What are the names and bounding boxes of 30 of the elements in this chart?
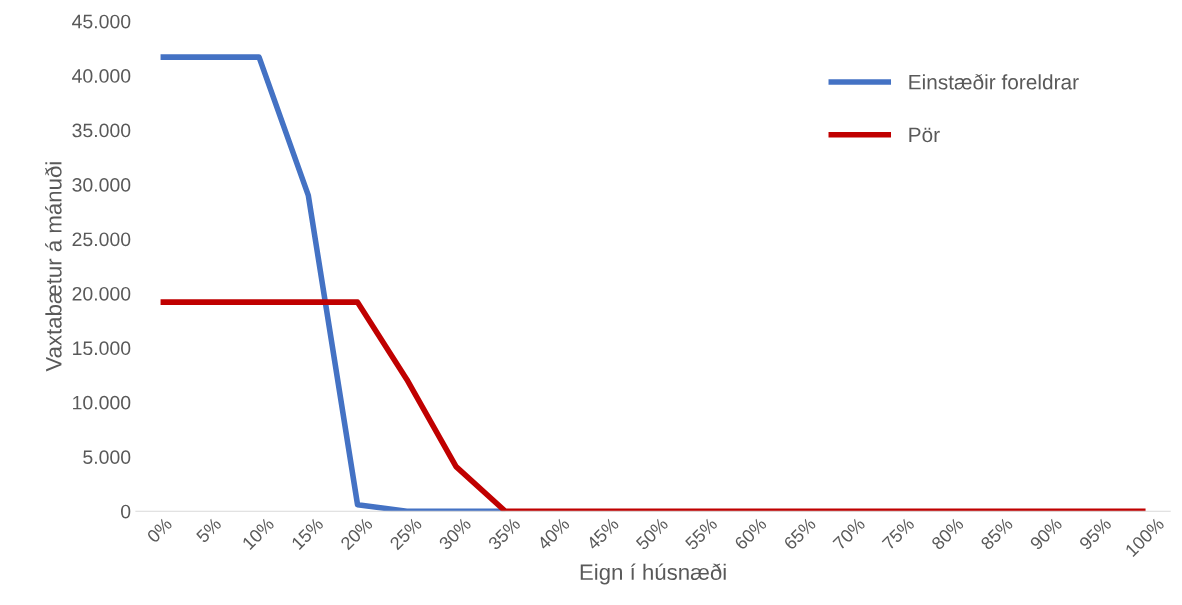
x-tick-label: 85%	[979, 516, 1014, 551]
x-tick-label: 60%	[733, 516, 768, 551]
y-tick-label: 5.000	[83, 450, 131, 465]
y-tick-label: 20.000	[72, 286, 131, 301]
y-tick-label: 15.000	[73, 341, 131, 356]
x-tick-label: 65%	[783, 516, 817, 551]
legend-label: Einstæðir foreldrar	[909, 73, 1079, 90]
x-tick-label: 5%	[195, 516, 222, 544]
x-tick-label: 70%	[832, 516, 866, 551]
x-tick-label: 30%	[438, 516, 472, 551]
x-axis-title: Eign í húsnæði	[580, 563, 726, 585]
y-tick-label: 25.000	[72, 232, 131, 247]
y-tick-label: 0	[121, 504, 131, 519]
y-tick-label: 35.000	[72, 123, 131, 138]
legend-label: Pör	[909, 127, 940, 143]
x-tick-label: 55%	[684, 516, 719, 551]
y-tick-label: 40.000	[72, 69, 131, 83]
y-tick-label: 10.000	[73, 395, 131, 410]
x-tick-label: 95%	[1078, 516, 1113, 551]
x-tick-label: 45%	[585, 516, 620, 551]
y-tick-label: 45.000	[72, 14, 131, 29]
x-tick-label: 40%	[536, 516, 571, 551]
x-tick-label: 35%	[487, 516, 522, 551]
x-tick-label: 0%	[146, 516, 173, 544]
x-tick-label: 90%	[1029, 516, 1063, 551]
x-tick-label: 50%	[635, 516, 669, 551]
y-axis-title: Vaxtabætur á mánuði	[45, 162, 62, 372]
x-tick-label: 75%	[881, 516, 916, 551]
y-tick-label: 30.000	[72, 177, 131, 192]
x-tick-label: 80%	[930, 516, 965, 551]
